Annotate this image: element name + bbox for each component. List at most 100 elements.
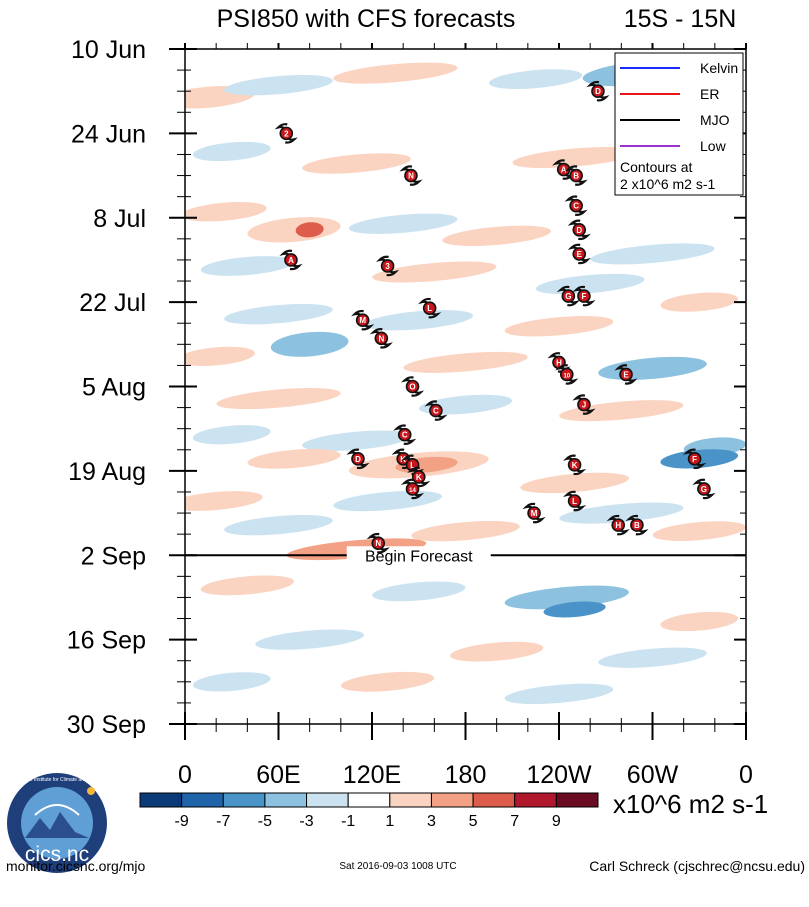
- field-patch: [442, 225, 552, 247]
- legend-label-kelvin: Kelvin: [700, 60, 738, 76]
- legend: Kelvin ER MJO Low Contours at 2 x10^6 m2 s-…: [614, 52, 744, 196]
- field-patch: [302, 430, 411, 451]
- y-tick-label: 24 Jun: [71, 120, 146, 148]
- field-patch: [200, 575, 294, 596]
- logo-text: cics.nc: [25, 843, 89, 866]
- storm-eye: [619, 367, 633, 382]
- field-patch: [224, 74, 333, 96]
- field-patch: [185, 491, 263, 511]
- colorbar-swatch: [181, 792, 224, 808]
- storm-eye: [687, 452, 702, 466]
- legend-note-line1: Contours at: [620, 159, 692, 175]
- storm-eye: [371, 536, 386, 550]
- storm-marker: F: [572, 285, 596, 307]
- storm-label: G: [701, 485, 707, 494]
- storm-eye: [404, 168, 418, 183]
- y-tick-label: 8 Jul: [93, 205, 146, 233]
- storm-eye: [561, 289, 576, 303]
- storm-label: F: [581, 292, 586, 301]
- storm-marker: 2: [274, 123, 298, 144]
- storm-eye: [569, 198, 583, 213]
- field-patch: [598, 356, 707, 380]
- storm-marker: C: [564, 195, 588, 216]
- storm-label: M: [531, 509, 538, 518]
- storm-eye: [405, 482, 420, 496]
- storm-marker: L: [562, 490, 587, 512]
- y-tick-label: 22 Jul: [79, 289, 146, 317]
- storm-marker: G: [556, 285, 580, 307]
- storm-label: L: [572, 497, 577, 506]
- field-patch: [411, 520, 520, 542]
- storm-label: H: [615, 521, 621, 530]
- storm-label: N: [375, 539, 381, 548]
- storm-marker: 14: [400, 478, 425, 500]
- colorbar-swatch: [139, 792, 183, 808]
- storm-eye: [567, 458, 582, 472]
- field-patch: [295, 222, 324, 238]
- footer-timestamp: Sat 2016-09-03 1008 UTC: [339, 861, 456, 872]
- storm-eye: [591, 84, 605, 98]
- field-patch: [403, 351, 528, 373]
- storm-marker: N: [369, 327, 393, 349]
- storm-marker: 3: [375, 255, 400, 277]
- y-axis: 10 Jun 24 Jun 8 Jul 22 Jul 5 Aug 19 Aug 2 Sep 1…: [67, 36, 746, 739]
- field-patch: [504, 316, 614, 337]
- colorbar-tick-label: 5: [469, 813, 478, 830]
- storm-label: E: [577, 250, 583, 259]
- storm-eye: [567, 494, 582, 508]
- storm-marker: C: [393, 424, 417, 446]
- chart-title: PSI850 with CFS forecasts: [217, 5, 516, 33]
- storm-label: C: [433, 407, 439, 416]
- field-patch: [255, 629, 365, 650]
- storm-marker: G: [692, 478, 716, 500]
- storm-label: C: [573, 202, 579, 211]
- field-patch: [372, 581, 466, 602]
- storm-marker: J: [572, 394, 596, 415]
- field-patch: [450, 641, 544, 662]
- forecast-line-group: Begin Forecast: [185, 546, 746, 565]
- forecast-label: Begin Forecast: [365, 548, 473, 565]
- storm-marker: M: [351, 309, 375, 331]
- storm-marker: B: [564, 165, 588, 186]
- storm-label: B: [573, 172, 579, 181]
- storm-label: D: [355, 455, 361, 464]
- x-tick-label: 180: [445, 761, 487, 789]
- storm-label: J: [582, 401, 586, 410]
- legend-label-er: ER: [700, 86, 719, 102]
- legend-note-line2: 2 x10^6 m2 s-1: [620, 176, 715, 192]
- field-patch: [302, 153, 411, 174]
- field-patch: [185, 201, 267, 222]
- storm-label: H: [556, 358, 562, 367]
- y-tick-label: 19 Aug: [68, 458, 146, 486]
- storm-marker: H: [606, 514, 630, 536]
- storm-marker: L: [418, 297, 442, 319]
- storm-label: N: [378, 334, 384, 343]
- storm-label: B: [634, 521, 640, 530]
- footer-author: Carl Schreck (cjschrec@ncsu.edu): [589, 858, 805, 874]
- storm-eye: [429, 403, 443, 418]
- field-patch: [192, 141, 271, 162]
- chart-region: 15S - 15N: [624, 5, 737, 33]
- colorbar-swatch: [222, 792, 266, 808]
- field-patch: [660, 611, 739, 632]
- y-tick-label: 10 Jun: [71, 36, 146, 64]
- colorbar-tick-label: -9: [175, 813, 189, 830]
- field-patch: [247, 448, 341, 469]
- storm-eye: [559, 367, 574, 382]
- colorbar-tick-label: 9: [552, 813, 561, 830]
- x-axis: 0 60E 120E 180 120W 60W 0: [178, 43, 753, 789]
- y-tick-label: 30 Sep: [67, 711, 146, 739]
- colorbar-swatch: [264, 792, 308, 808]
- field-patch: [333, 62, 458, 84]
- field-patch: [364, 310, 474, 331]
- storm-eye: [569, 168, 583, 183]
- storm-eye: [380, 259, 395, 273]
- storm-marker: B: [625, 514, 649, 536]
- storm-eye: [397, 427, 412, 442]
- field-patch: [372, 261, 497, 283]
- storm-marker: E: [567, 243, 591, 265]
- field-patch: [270, 331, 349, 357]
- legend-box: [614, 52, 744, 196]
- storm-marker: K: [407, 466, 431, 488]
